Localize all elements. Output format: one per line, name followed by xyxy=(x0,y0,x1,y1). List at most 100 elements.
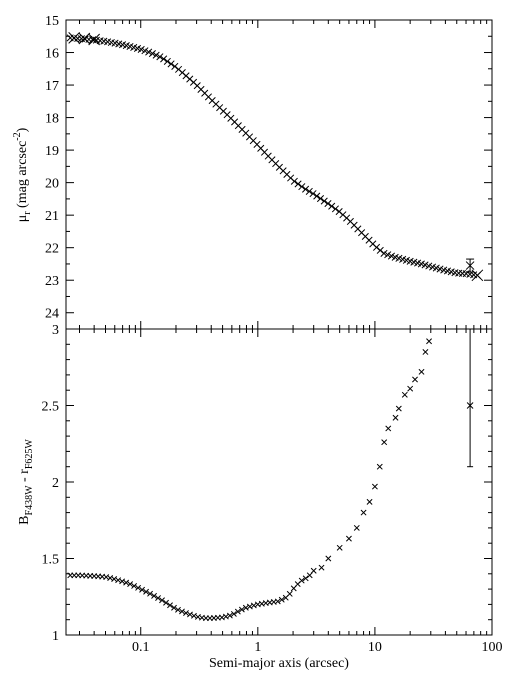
cross-stroke xyxy=(147,590,154,597)
bottom-data-point xyxy=(123,579,130,586)
cross-stroke xyxy=(143,588,150,595)
top-data-point xyxy=(324,199,332,208)
bottom-data-point xyxy=(127,581,134,588)
cross-stroke xyxy=(152,51,160,59)
cross-stroke xyxy=(197,85,205,93)
x-tick-label: 1 xyxy=(254,640,261,655)
cross-stroke xyxy=(335,207,343,216)
cross-stroke xyxy=(436,265,444,273)
cross-stroke xyxy=(218,614,225,621)
cross-stroke xyxy=(336,544,343,551)
cross-stroke xyxy=(231,118,239,126)
top-y-tick-label: 17 xyxy=(45,79,59,94)
cross-stroke xyxy=(406,257,414,265)
cross-stroke xyxy=(266,599,273,606)
bottom-ylabel-b: B xyxy=(17,515,32,524)
cross-stroke xyxy=(254,601,261,608)
top-data-point xyxy=(156,53,164,61)
cross-stroke xyxy=(470,271,478,279)
top-data-point xyxy=(145,48,153,56)
bottom-data-point xyxy=(238,606,245,613)
cross-stroke xyxy=(179,608,185,615)
bottom-data-point xyxy=(171,604,177,611)
cross-stroke xyxy=(302,575,309,582)
cross-stroke xyxy=(395,254,403,262)
bottom-y-tick-label: 3 xyxy=(52,323,59,338)
top-data-point xyxy=(305,187,313,195)
cross-stroke xyxy=(426,338,433,345)
bottom-data-point xyxy=(234,608,241,615)
top-y-tick-label: 24 xyxy=(45,307,59,322)
cross-stroke xyxy=(387,252,396,260)
cross-stroke xyxy=(171,62,179,70)
cross-stroke xyxy=(92,36,100,44)
top-large-data-point xyxy=(78,32,91,45)
cross-stroke xyxy=(305,187,313,195)
cross-stroke xyxy=(350,221,358,229)
bottom-data-point xyxy=(175,606,181,613)
bottom-data-point xyxy=(119,578,126,585)
bottom-data-point xyxy=(131,583,138,589)
bottom-data-point xyxy=(139,586,146,593)
cross-stroke xyxy=(193,82,201,90)
cross-stroke xyxy=(160,55,168,63)
cross-stroke xyxy=(264,152,272,160)
cross-stroke xyxy=(328,202,336,210)
top-y-tick-label: 15 xyxy=(45,14,59,29)
x-tick-label: 10 xyxy=(368,640,382,655)
top-data-point xyxy=(372,243,381,251)
bottom-y-tick-label: 1.5 xyxy=(42,553,60,568)
bottom-data-point xyxy=(407,385,414,392)
top-data-point xyxy=(316,195,325,203)
cross-stroke xyxy=(123,579,130,586)
cross-stroke xyxy=(313,192,321,200)
bottom-errorbar xyxy=(466,329,474,468)
cross-stroke xyxy=(68,32,81,44)
bottom-data-point xyxy=(147,590,154,597)
cross-stroke xyxy=(257,144,265,152)
top-data-point xyxy=(141,47,149,55)
top-panel-frame xyxy=(65,19,493,330)
cross-stroke xyxy=(223,111,231,119)
top-data-point xyxy=(313,192,321,200)
cross-stroke xyxy=(253,140,261,148)
cross-stroke xyxy=(283,170,291,178)
cross-stroke xyxy=(163,599,169,606)
bottom-data-point xyxy=(163,599,169,606)
cross-stroke xyxy=(126,42,134,51)
cross-stroke xyxy=(414,259,422,267)
bottom-panel: 1 1.5 2 2.5 3 0.1 1 10 100 BF438W - rF625W Semi… xyxy=(17,323,503,671)
cross-stroke xyxy=(78,32,91,45)
cross-stroke xyxy=(298,183,306,191)
cross-stroke xyxy=(204,93,212,101)
cross-stroke xyxy=(155,595,161,601)
bottom-data-point xyxy=(167,602,173,609)
cross-stroke xyxy=(137,45,145,53)
bottom-y-tick-label: 2.5 xyxy=(42,400,60,415)
cross-stroke xyxy=(361,232,369,240)
top-x-axis-ticks xyxy=(79,20,493,329)
bottom-data-point xyxy=(135,584,142,591)
top-y-tick-label: 16 xyxy=(45,47,59,62)
cross-stroke xyxy=(366,498,373,505)
cross-stroke xyxy=(111,39,119,47)
top-data-point xyxy=(167,60,175,68)
bottom-data-point xyxy=(155,595,161,601)
cross-stroke xyxy=(353,524,360,531)
bottom-data-point xyxy=(392,414,399,421)
bottom-data-point xyxy=(187,611,193,618)
x-axis-label: Semi-major axis (arcsec) xyxy=(209,656,349,671)
bottom-data-point xyxy=(286,590,293,597)
top-data-point xyxy=(384,251,392,259)
cross-stroke xyxy=(104,38,112,46)
cross-stroke xyxy=(167,602,173,609)
cross-stroke xyxy=(380,249,388,257)
bottom-data-point xyxy=(318,564,325,571)
cross-stroke xyxy=(130,43,138,52)
bottom-y-axis-label: BF438W - rF625W xyxy=(17,439,35,525)
bottom-x-axis: 0.1 1 10 100 xyxy=(79,329,503,655)
top-data-point xyxy=(290,177,298,185)
top-y-tick-label: 21 xyxy=(45,209,59,224)
cross-stroke xyxy=(131,583,138,589)
cross-stroke xyxy=(262,600,269,607)
